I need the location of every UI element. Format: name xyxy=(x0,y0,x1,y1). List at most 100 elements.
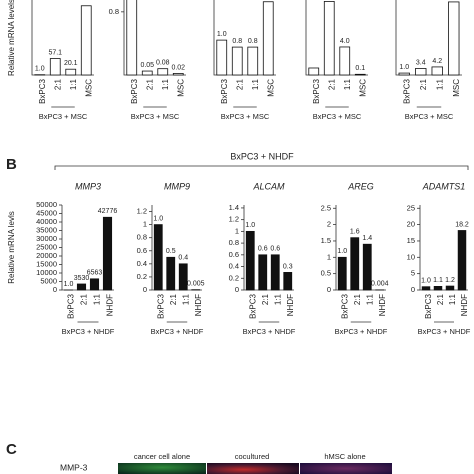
y-tick-label: 0.2 xyxy=(137,272,147,281)
bar xyxy=(245,230,255,291)
y-tick-label: 1 xyxy=(143,220,147,229)
panel-label: B xyxy=(6,156,17,173)
bar xyxy=(216,39,228,76)
value-label: 1.0 xyxy=(337,248,347,255)
y-axis-label: Relative mRNA levls xyxy=(7,211,16,283)
value-label: 0.004 xyxy=(371,281,389,288)
x-tick-label: 1:1 xyxy=(365,293,374,305)
y-tick-label: 10 xyxy=(407,252,415,261)
x-tick-label: NHDF xyxy=(106,294,115,316)
x-tick-label: BxPC3 xyxy=(130,78,139,103)
y-tick-label: 0 xyxy=(143,285,147,294)
value-label: 0.3 xyxy=(283,263,293,270)
y-tick-label: 30000 xyxy=(36,234,57,243)
y-tick-label: 0.6 xyxy=(229,250,239,259)
x-tick-label: 1:1 xyxy=(273,293,282,305)
x-tick-label: MSC xyxy=(176,79,185,97)
x-tick-label: 2:1 xyxy=(353,293,362,305)
x-tick-label: 2:1 xyxy=(261,293,270,305)
x-tick-label: MSC xyxy=(84,79,93,97)
x-tick-label: MSC xyxy=(452,79,461,97)
value-label: 0.005 xyxy=(187,281,205,288)
x-tick-label: 2:1 xyxy=(436,293,445,305)
value-label: 1.4 xyxy=(362,235,372,242)
y-tick-label: 40000 xyxy=(36,217,57,226)
bar xyxy=(141,70,153,76)
value-label: 0.4 xyxy=(178,255,188,262)
value-label: 1.0 xyxy=(64,281,74,288)
x-tick-label: BxPC3 xyxy=(248,293,257,318)
bar xyxy=(398,72,410,76)
value-label: 3.4 xyxy=(416,59,426,66)
value-label: 1.2 xyxy=(445,277,455,284)
group-label: BxPC3 + MSC xyxy=(221,112,270,121)
bar xyxy=(270,254,280,291)
y-tick-label: 0.6 xyxy=(137,246,147,255)
bar xyxy=(433,286,443,291)
group-label: BxPC3 + NHDF xyxy=(243,327,296,336)
x-tick-label: 1:1 xyxy=(161,78,170,90)
value-label: 1.0 xyxy=(153,215,163,222)
y-tick-label: 20000 xyxy=(36,251,57,260)
bar xyxy=(258,254,268,291)
x-tick-label: 1:1 xyxy=(343,78,352,90)
bar xyxy=(80,5,92,76)
group-label: BxPC3 + NHDF xyxy=(335,327,388,336)
y-tick-label: 1.5 xyxy=(321,236,331,245)
value-label: 1.0 xyxy=(245,222,255,229)
y-tick-label: 0.5 xyxy=(321,269,331,278)
value-label: 1.0 xyxy=(217,31,227,38)
y-tick-label: 0 xyxy=(327,285,331,294)
x-tick-label: NHDF xyxy=(286,294,295,316)
y-tick-label: 45000 xyxy=(36,208,57,217)
section-title: BxPC3 + NHDF xyxy=(230,151,294,161)
bar xyxy=(126,0,138,76)
y-tick-label: 50000 xyxy=(36,200,57,209)
x-tick-label: NHDF xyxy=(378,294,387,316)
y-tick-label: 10000 xyxy=(36,268,57,277)
y-tick-label: 0.4 xyxy=(229,262,239,271)
y-tick-label: 1 xyxy=(327,252,331,261)
y-tick-label: 2 xyxy=(327,220,331,229)
value-label: 1.1 xyxy=(433,277,443,284)
value-label: 0.8 xyxy=(232,38,242,45)
y-tick-label: 1.2 xyxy=(137,207,147,216)
bar xyxy=(49,58,61,76)
y-tick-label: 20 xyxy=(407,220,415,229)
axis-line xyxy=(305,0,368,76)
group-label: BxPC3 + MSC xyxy=(131,112,180,121)
x-tick-label: NHDF xyxy=(194,294,203,316)
value-label: 3530 xyxy=(74,275,90,282)
bar xyxy=(337,256,347,291)
x-tick-label: 1:1 xyxy=(181,293,190,305)
micrograph xyxy=(300,463,392,474)
x-tick-label: NHDF xyxy=(460,294,469,316)
bar xyxy=(247,46,259,76)
column-header: cancer cell alone xyxy=(134,452,190,461)
group-label: BxPC3 + MSC xyxy=(39,112,88,121)
bar xyxy=(431,66,443,76)
column-header: hMSC alone xyxy=(324,452,365,461)
value-label: 1.0 xyxy=(421,278,431,285)
group-label: BxPC3 + NHDF xyxy=(151,327,204,336)
value-label: 1.0 xyxy=(399,64,409,71)
x-tick-label: 2:1 xyxy=(419,78,428,90)
x-tick-label: 2:1 xyxy=(145,78,154,90)
x-tick-label: BxPC3 xyxy=(402,78,411,103)
value-label: 0.6 xyxy=(258,246,268,253)
chart-title: MMP3 xyxy=(75,181,101,191)
chart-title: ALCAM xyxy=(252,181,285,191)
value-label: 1.0 xyxy=(35,66,45,73)
chart-title: ADAMTS1 xyxy=(422,181,466,191)
bar xyxy=(231,46,243,76)
x-tick-label: 1:1 xyxy=(93,293,102,305)
bar xyxy=(76,283,87,291)
bar xyxy=(448,1,460,76)
bar xyxy=(153,224,163,291)
y-tick-label: 0.8 xyxy=(109,7,119,16)
chart-title: AREG xyxy=(347,181,374,191)
x-tick-label: BxPC3 xyxy=(156,293,165,318)
value-label: 57.1 xyxy=(48,49,62,56)
bar xyxy=(323,1,335,76)
